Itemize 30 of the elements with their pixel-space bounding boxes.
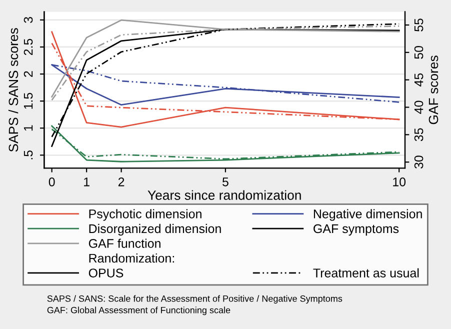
legend-label: Psychotic dimension xyxy=(89,209,202,221)
legend-label: GAF symptoms xyxy=(314,224,399,236)
y-tick-label: .5 xyxy=(24,150,33,160)
y2-tick-label: 40 xyxy=(414,100,424,114)
y2-tick-label: 50 xyxy=(414,46,424,59)
y2-tick-label: 35 xyxy=(414,128,424,142)
x-tick-label: 2 xyxy=(118,177,124,186)
text: SAPS / SANS: Scale for the Assessment of Positive / Negative Symptoms xyxy=(47,295,342,304)
y-axis-title: SAPS / SANS scores xyxy=(8,28,18,152)
y-tick-label: 2.5 xyxy=(24,38,33,56)
text: Treatment as usual xyxy=(313,268,419,278)
legend-label: Disorganized dimension xyxy=(89,224,221,236)
y2-tick-label: 55 xyxy=(414,18,424,32)
y2-axis-title: GAF scores xyxy=(428,56,438,124)
x-tick-label: 0 xyxy=(48,177,55,186)
text: GAF: Global Assessment of Functioning scale xyxy=(47,306,230,316)
legend-title: Randomization: xyxy=(89,253,174,263)
legend-label: Negative dimension xyxy=(314,209,422,221)
y-tick-label: 2 xyxy=(24,71,33,77)
x-tick-label: 10 xyxy=(393,177,406,186)
y2-tick-label: 45 xyxy=(414,73,424,86)
legend-label: GAF function xyxy=(88,238,160,248)
y-tick-label: 3 xyxy=(24,17,33,23)
y2-tick-label: 30 xyxy=(414,156,424,169)
x-tick-label: 1 xyxy=(84,178,90,186)
x-axis-title: Years since randomization xyxy=(148,190,301,200)
y-tick-label: 1.5 xyxy=(24,92,33,109)
text: OPUS xyxy=(88,268,124,278)
x-tick-label: 5 xyxy=(222,178,228,186)
y-tick-label: 1 xyxy=(24,125,33,131)
